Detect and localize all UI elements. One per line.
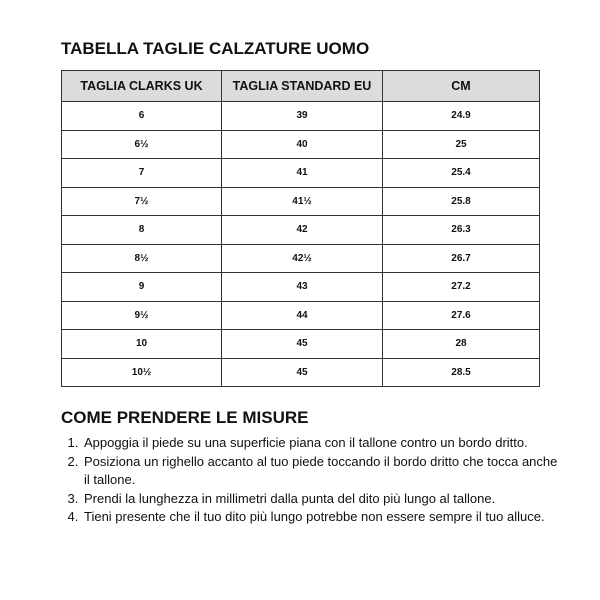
table-cell: 44 bbox=[221, 300, 383, 330]
table-row: 8½ 42½ 26.7 bbox=[61, 243, 540, 273]
table-cell: 42 bbox=[221, 215, 383, 245]
table-row: 6 39 24.9 bbox=[61, 101, 540, 131]
table-cell: 45 bbox=[221, 357, 383, 387]
table-cell: 45 bbox=[221, 329, 383, 359]
table-cell: 10 bbox=[61, 329, 222, 359]
page-title: TABELLA TAGLIE CALZATURE UOMO bbox=[61, 39, 370, 58]
table-cell: 43 bbox=[221, 272, 383, 302]
table-row: 9 43 27.2 bbox=[61, 272, 540, 302]
table-cell: 10½ bbox=[61, 357, 222, 387]
instructions-list: Appoggia il piede su una superficie pian… bbox=[66, 434, 562, 527]
list-item: Prendi la lunghezza in millimetri dalla … bbox=[82, 490, 562, 509]
table-cell: 28 bbox=[382, 329, 540, 359]
table-cell: 6½ bbox=[61, 129, 222, 159]
table-cell: 27.6 bbox=[382, 300, 540, 330]
list-item: Posiziona un righello accanto al tuo pie… bbox=[82, 453, 562, 490]
table-cell: 41½ bbox=[221, 186, 383, 216]
size-table: TAGLIA CLARKS UK TAGLIA STANDARD EU CM 6… bbox=[61, 70, 540, 387]
table-cell: 42½ bbox=[221, 243, 383, 273]
table-row: 10½ 45 28.5 bbox=[61, 357, 540, 387]
table-cell: 25.8 bbox=[382, 186, 540, 216]
table-cell: 8 bbox=[61, 215, 222, 245]
table-cell: 25.4 bbox=[382, 158, 540, 188]
table-row: 8 42 26.3 bbox=[61, 215, 540, 245]
table-header-row: TAGLIA CLARKS UK TAGLIA STANDARD EU CM bbox=[61, 70, 540, 102]
column-header: TAGLIA CLARKS UK bbox=[61, 70, 222, 102]
table-cell: 41 bbox=[221, 158, 383, 188]
table-cell: 25 bbox=[382, 129, 540, 159]
table-row: 9½ 44 27.6 bbox=[61, 300, 540, 330]
table-row: 6½ 40 25 bbox=[61, 129, 540, 159]
column-header: TAGLIA STANDARD EU bbox=[221, 70, 383, 102]
table-cell: 26.7 bbox=[382, 243, 540, 273]
section-title: COME PRENDERE LE MISURE bbox=[61, 408, 309, 427]
table-cell: 6 bbox=[61, 101, 222, 131]
list-item: Tieni presente che il tuo dito più lungo… bbox=[82, 508, 562, 527]
list-item: Appoggia il piede su una superficie pian… bbox=[82, 434, 562, 453]
table-row: 7 41 25.4 bbox=[61, 158, 540, 188]
table-cell: 26.3 bbox=[382, 215, 540, 245]
table-cell: 8½ bbox=[61, 243, 222, 273]
table-cell: 7 bbox=[61, 158, 222, 188]
table-cell: 40 bbox=[221, 129, 383, 159]
column-header: CM bbox=[382, 70, 540, 102]
table-cell: 27.2 bbox=[382, 272, 540, 302]
table-cell: 9½ bbox=[61, 300, 222, 330]
table-row: 10 45 28 bbox=[61, 329, 540, 359]
table-cell: 9 bbox=[61, 272, 222, 302]
table-row: 7½ 41½ 25.8 bbox=[61, 186, 540, 216]
table-cell: 24.9 bbox=[382, 101, 540, 131]
table-cell: 39 bbox=[221, 101, 383, 131]
table-cell: 28.5 bbox=[382, 357, 540, 387]
table-cell: 7½ bbox=[61, 186, 222, 216]
